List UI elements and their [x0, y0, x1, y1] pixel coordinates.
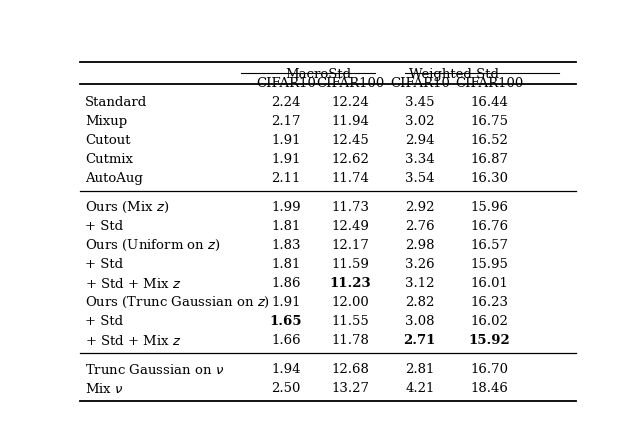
Text: + Std: + Std	[85, 314, 123, 328]
Text: 12.68: 12.68	[332, 363, 369, 375]
Text: + Std + Mix $z$: + Std + Mix $z$	[85, 276, 181, 290]
Text: 1.81: 1.81	[271, 258, 301, 271]
Text: 16.76: 16.76	[470, 219, 508, 233]
Text: Standard: Standard	[85, 95, 147, 109]
Text: CIFAR10: CIFAR10	[256, 76, 316, 89]
Text: 2.11: 2.11	[271, 172, 301, 184]
Text: 16.30: 16.30	[470, 172, 508, 184]
Text: 12.45: 12.45	[332, 133, 369, 147]
Text: 12.00: 12.00	[332, 296, 369, 308]
Text: Trunc Gaussian on $\nu$: Trunc Gaussian on $\nu$	[85, 362, 224, 376]
Text: 16.87: 16.87	[470, 153, 508, 166]
Text: + Std: + Std	[85, 258, 123, 271]
Text: CIFAR100: CIFAR100	[316, 76, 385, 89]
Text: 2.92: 2.92	[405, 201, 435, 213]
Text: 12.62: 12.62	[332, 153, 369, 166]
Text: 15.92: 15.92	[468, 334, 510, 347]
Text: 4.21: 4.21	[405, 382, 435, 394]
Text: 3.45: 3.45	[405, 95, 435, 109]
Text: 16.23: 16.23	[470, 296, 508, 308]
Text: Mix $\nu$: Mix $\nu$	[85, 381, 124, 395]
Text: 2.81: 2.81	[405, 363, 435, 375]
Text: 1.91: 1.91	[271, 133, 301, 147]
Text: 11.78: 11.78	[332, 334, 369, 347]
Text: 2.17: 2.17	[271, 115, 301, 127]
Text: 1.91: 1.91	[271, 296, 301, 308]
Text: CIFAR100: CIFAR100	[455, 76, 524, 89]
Text: 15.96: 15.96	[470, 201, 508, 213]
Text: 11.94: 11.94	[332, 115, 369, 127]
Text: 11.59: 11.59	[332, 258, 369, 271]
Text: 1.91: 1.91	[271, 153, 301, 166]
Text: 16.75: 16.75	[470, 115, 508, 127]
Text: 11.55: 11.55	[332, 314, 369, 328]
Text: AutoAug: AutoAug	[85, 172, 143, 184]
Text: 1.81: 1.81	[271, 219, 301, 233]
Text: 16.01: 16.01	[470, 276, 508, 290]
Text: 16.02: 16.02	[470, 314, 508, 328]
Text: 11.74: 11.74	[332, 172, 369, 184]
Text: Mixup: Mixup	[85, 115, 127, 127]
Text: 11.23: 11.23	[330, 276, 371, 290]
Text: Weighted Std: Weighted Std	[410, 67, 499, 81]
Text: + Std: + Std	[85, 219, 123, 233]
Text: 2.50: 2.50	[271, 382, 301, 394]
Text: 12.49: 12.49	[332, 219, 369, 233]
Text: 3.26: 3.26	[405, 258, 435, 271]
Text: 1.66: 1.66	[271, 334, 301, 347]
Text: Ours (Trunc Gaussian on $z$): Ours (Trunc Gaussian on $z$)	[85, 294, 270, 310]
Text: 1.94: 1.94	[271, 363, 301, 375]
Text: 1.83: 1.83	[271, 239, 301, 251]
Text: 16.57: 16.57	[470, 239, 508, 251]
Text: 16.44: 16.44	[470, 95, 508, 109]
Text: 16.70: 16.70	[470, 363, 508, 375]
Text: 1.65: 1.65	[269, 314, 302, 328]
Text: 12.17: 12.17	[332, 239, 369, 251]
Text: 3.54: 3.54	[405, 172, 435, 184]
Text: Cutout: Cutout	[85, 133, 131, 147]
Text: 3.02: 3.02	[405, 115, 435, 127]
Text: CIFAR10: CIFAR10	[390, 76, 450, 89]
Text: 11.73: 11.73	[332, 201, 369, 213]
Text: 3.12: 3.12	[405, 276, 435, 290]
Text: 2.76: 2.76	[405, 219, 435, 233]
Text: 2.71: 2.71	[404, 334, 436, 347]
Text: 3.08: 3.08	[405, 314, 435, 328]
Text: 2.82: 2.82	[405, 296, 435, 308]
Text: 3.34: 3.34	[405, 153, 435, 166]
Text: Ours (Mix $z$): Ours (Mix $z$)	[85, 199, 170, 214]
Text: 12.24: 12.24	[332, 95, 369, 109]
Text: 16.52: 16.52	[470, 133, 508, 147]
Text: Ours (Uniform on $z$): Ours (Uniform on $z$)	[85, 237, 221, 253]
Text: 13.27: 13.27	[332, 382, 369, 394]
Text: Cutmix: Cutmix	[85, 153, 133, 166]
Text: 2.98: 2.98	[405, 239, 435, 251]
Text: 2.24: 2.24	[271, 95, 301, 109]
Text: 1.86: 1.86	[271, 276, 301, 290]
Text: 2.94: 2.94	[405, 133, 435, 147]
Text: 18.46: 18.46	[470, 382, 508, 394]
Text: + Std + Mix $z$: + Std + Mix $z$	[85, 333, 181, 347]
Text: MacroStd: MacroStd	[285, 67, 351, 81]
Text: 15.95: 15.95	[470, 258, 508, 271]
Text: 1.99: 1.99	[271, 201, 301, 213]
